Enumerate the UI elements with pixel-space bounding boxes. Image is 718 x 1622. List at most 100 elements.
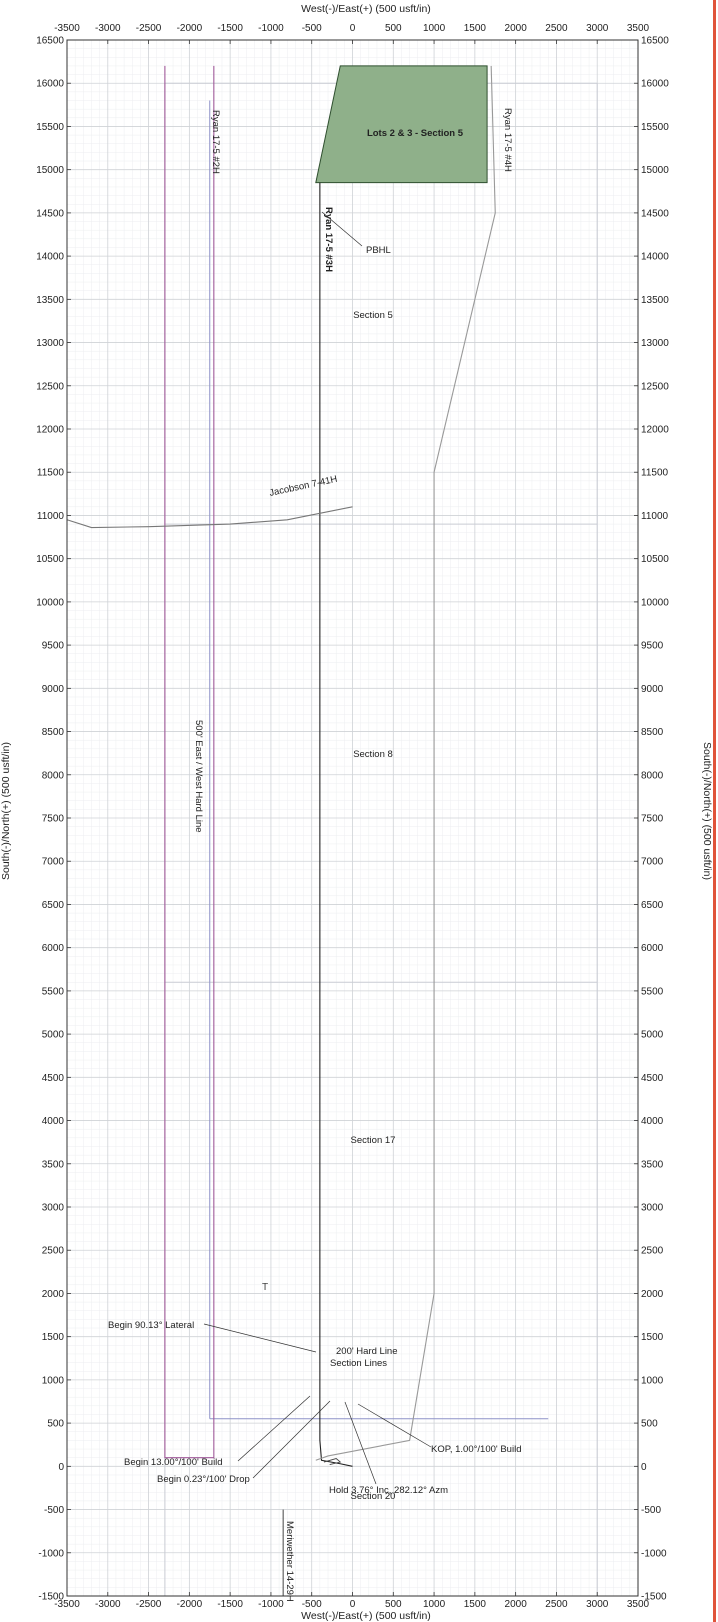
x-tick-label-top: -500 [302,23,322,34]
y-tick-label-left: 15500 [36,122,64,133]
y-tick-label-left: 2500 [42,1246,65,1257]
y-tick-label-right: 15000 [641,165,669,176]
y-tick-label-left: 15000 [36,165,64,176]
x-tick-label-top: -2500 [136,23,162,34]
x-tick-label-bottom: 2000 [505,1599,528,1610]
y-tick-label-right: 2000 [641,1289,664,1300]
hard-line-200-label: 200' Hard Line [336,1346,398,1357]
y-tick-label-left: -1000 [38,1548,64,1559]
y-tick-label-right: 7000 [641,857,664,868]
wellbore-path [66,506,353,529]
wellbore-path-detail [323,1458,342,1466]
y-tick-label-right: 10000 [641,597,669,608]
y-tick-label-right: 14000 [641,252,669,263]
y-tick-label-right: 3000 [641,1203,664,1214]
x-tick-label-top: 0 [350,23,356,34]
x-tick-label-bottom: 3000 [586,1599,609,1610]
y-tick-label-left: 7000 [42,857,65,868]
x-tick-label-bottom: 1000 [423,1599,446,1610]
x-tick-label-bottom: 0 [350,1599,356,1610]
y-tick-label-right: 10500 [641,554,669,565]
y-tick-label-right: 11500 [641,468,669,479]
y-tick-label-right: 11000 [641,511,669,522]
x-tick-label-bottom: -500 [302,1599,322,1610]
x-tick-label-bottom: 2500 [545,1599,568,1610]
x-tick-label-top: -2000 [177,23,203,34]
y-tick-label-left: 16500 [36,36,64,47]
y-tick-label-left: -1500 [38,1592,64,1603]
x-tick-label-bottom: -3500 [54,1599,80,1610]
y-tick-label-right: 12500 [641,381,669,392]
y-tick-label-right: 5000 [641,1030,664,1041]
wellbore-paths [66,65,496,1596]
svg-text:Hold 3.76° Inc, 282.12° Azm: Hold 3.76° Inc, 282.12° Azm [329,1485,448,1496]
lease-regions [315,65,488,184]
y-tick-label-left: 6000 [42,943,65,954]
y-tick-label-left: 8000 [42,770,65,781]
svg-text:Begin 90.13° Lateral: Begin 90.13° Lateral [108,1320,194,1331]
y-tick-label-left: 3500 [42,1159,65,1170]
x-tick-label-bottom: -3000 [95,1599,121,1610]
y-tick-label-left: 5000 [42,1030,65,1041]
y-tick-label-left: 9500 [42,641,65,652]
pbhl-leader [321,211,363,247]
y-tick-label-right: 9500 [641,641,664,652]
x-tick-label-top: 2000 [505,23,528,34]
y-tick-label-right: 9000 [641,684,664,695]
y-tick-label-left: 6500 [42,900,65,911]
y-tick-label-right: 4000 [641,1116,664,1127]
x-tick-label-bottom: 1500 [464,1599,487,1610]
y-tick-label-right: 12000 [641,425,669,436]
y-tick-label-right: 15500 [641,122,669,133]
well-label-ryan-3h: Ryan 17-5 #3H [323,207,334,272]
annotation-begin-lateral: Begin 90.13° Lateral [108,1320,317,1353]
svg-text:Begin 0.23°/100' Drop: Begin 0.23°/100' Drop [157,1474,250,1485]
y-tick-label-left: 8500 [42,727,65,738]
x-tick-label-bottom: -2000 [177,1599,203,1610]
y-axis-title-left: South(-)/North(+) (500 usft/in) [0,742,12,880]
x-tick-label-top: 3500 [627,23,650,34]
section-8-label: Section 8 [353,749,393,760]
x-tick-label-top: 1000 [423,23,446,34]
y-tick-label-right: 7500 [641,814,664,825]
y-tick-label-left: 14500 [36,208,64,219]
y-tick-label-right: 8000 [641,770,664,781]
y-tick-label-left: 9000 [42,684,65,695]
y-tick-label-right: 13500 [641,295,669,306]
y-tick-label-left: 2000 [42,1289,65,1300]
y-tick-label-left: 10500 [36,554,64,565]
y-tick-label-left: 13500 [36,295,64,306]
y-tick-label-left: 16000 [36,79,64,90]
y-tick-label-left: 5500 [42,986,65,997]
y-tick-label-left: -500 [44,1505,64,1516]
y-tick-label-right: 14500 [641,208,669,219]
y-tick-label-left: 4500 [42,1073,65,1084]
y-tick-label-right: 500 [641,1419,658,1430]
well-label-meriwether: Meriwether 14-29H [284,1521,295,1602]
y-axis-title-right: South(-)/North(+) (500 usft/in) [701,742,713,880]
annotation-begin-build: Begin 13.00°/100' Build [124,1395,311,1468]
x-tick-label-bottom: 500 [385,1599,402,1610]
y-tick-label-left: 12000 [36,425,64,436]
y-tick-label-right: 1500 [641,1332,664,1343]
x-tick-label-bottom: -1000 [258,1599,284,1610]
axis-ticks: -3500 -3500 -3000 -3000 -2500 -2500 -2000 -2000… [36,23,669,1610]
y-tick-label-right: 13000 [641,338,669,349]
y-tick-label-right: 8500 [641,727,664,738]
y-tick-label-left: 11000 [37,511,65,522]
y-tick-label-left: 13000 [36,338,64,349]
x-tick-label-top: 1500 [464,23,487,34]
page-edge-mark [713,0,716,1622]
x-tick-label-bottom: -1500 [217,1599,243,1610]
wellbore-path [319,182,353,1467]
pbhl-label: PBHL [366,245,391,256]
x-axis-title-top: West(-)/East(+) (500 usft/in) [301,3,431,15]
y-tick-label-right: 16000 [641,79,669,90]
y-tick-label-left: 1000 [42,1375,65,1386]
y-tick-label-right: -500 [641,1505,661,1516]
section-5-label: Section 5 [353,310,393,321]
svg-text:KOP, 1.00°/100' Build: KOP, 1.00°/100' Build [431,1444,521,1455]
y-tick-label-right: 1000 [641,1375,664,1386]
y-tick-label-right: 0 [641,1462,647,1473]
